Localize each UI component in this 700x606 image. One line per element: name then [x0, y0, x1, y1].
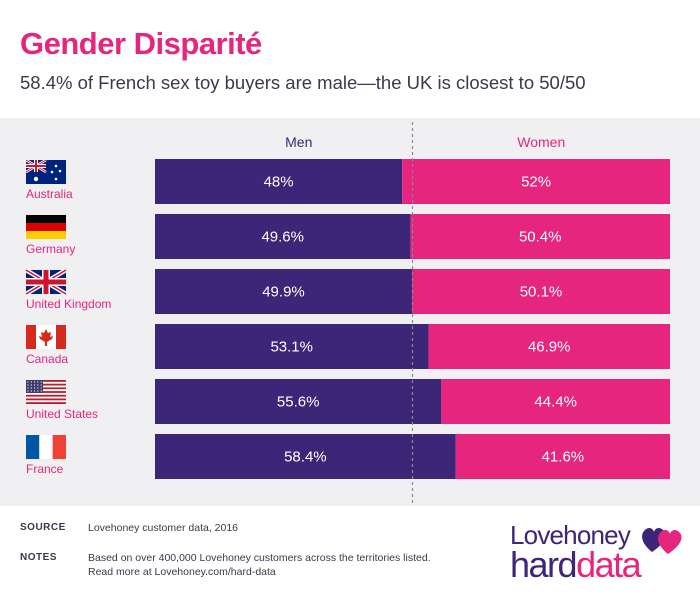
bar-women-france — [455, 434, 670, 479]
data-label-women: 44.4% — [534, 394, 577, 411]
country-label-germany: Germany — [26, 242, 75, 256]
usa-flag-icon — [26, 380, 66, 404]
bar-women-united-states — [441, 379, 670, 424]
bar-men-united-states — [155, 379, 442, 424]
bar-men-australia — [155, 159, 403, 204]
data-label-women: 50.4% — [519, 229, 562, 246]
logo-lovehoney-text: Lovehoney — [510, 520, 631, 550]
bar-women-germany — [410, 214, 670, 259]
legend-men: Men — [285, 134, 312, 150]
data-label-men: 53.1% — [270, 339, 313, 356]
logo-hard-data-text: harddata — [510, 544, 642, 586]
france-flag-icon — [26, 435, 66, 459]
australia-flag-icon — [25, 158, 66, 184]
data-label-men: 49.9% — [262, 284, 305, 301]
data-label-men: 55.6% — [277, 394, 320, 411]
chart-subtitle: 58.4% of French sex toy buyers are male—… — [20, 72, 586, 93]
source-label: SOURCE — [20, 522, 66, 533]
germany-flag-icon — [26, 215, 66, 239]
data-label-men: 49.6% — [261, 229, 304, 246]
data-label-women: 41.6% — [542, 449, 585, 466]
bar-women-united-kingdom — [411, 269, 670, 314]
lovehoney-hard-data-logo: Lovehoney harddata — [510, 520, 690, 590]
data-label-women: 52% — [521, 174, 551, 191]
bar-men-germany — [155, 214, 411, 259]
bar-men-canada — [155, 324, 429, 369]
bar-women-australia — [402, 159, 670, 204]
bar-men-france — [155, 434, 456, 479]
data-label-women: 46.9% — [528, 339, 571, 356]
logo-data-word: data — [576, 544, 642, 585]
chart-panel: Men Women Australia 48% 52% Germany 49.6% 50.4%… — [0, 118, 700, 506]
data-label-men: 48% — [264, 174, 294, 191]
data-label-women: 50.1% — [520, 284, 563, 301]
bar-men-united-kingdom — [155, 269, 412, 314]
notes-label: NOTES — [20, 552, 57, 563]
country-label-france: France — [26, 462, 64, 476]
stacked-bar-chart: Men Women Australia 48% 52% Germany 49.6% 50.4%… — [24, 122, 670, 504]
source-text: Lovehoney customer data, 2016 — [88, 522, 239, 534]
uk-flag-icon — [24, 268, 68, 296]
data-label-men: 58.4% — [284, 449, 327, 466]
hearts-icon — [642, 528, 682, 554]
logo-hard-word: hard — [510, 544, 578, 585]
legend-women: Women — [517, 134, 565, 150]
country-label-canada: Canada — [26, 352, 68, 366]
notes-text-line1: Based on over 400,000 Lovehoney customer… — [88, 552, 431, 564]
chart-title: Gender Disparité — [20, 26, 262, 61]
country-label-united-states: United States — [26, 407, 98, 421]
notes-text-line2: Read more at Lovehoney.com/hard-data — [88, 566, 276, 578]
country-label-united-kingdom: United Kingdom — [26, 297, 111, 311]
canada-flag-icon — [26, 325, 66, 349]
bar-women-canada — [428, 324, 670, 369]
country-label-australia: Australia — [26, 187, 73, 201]
